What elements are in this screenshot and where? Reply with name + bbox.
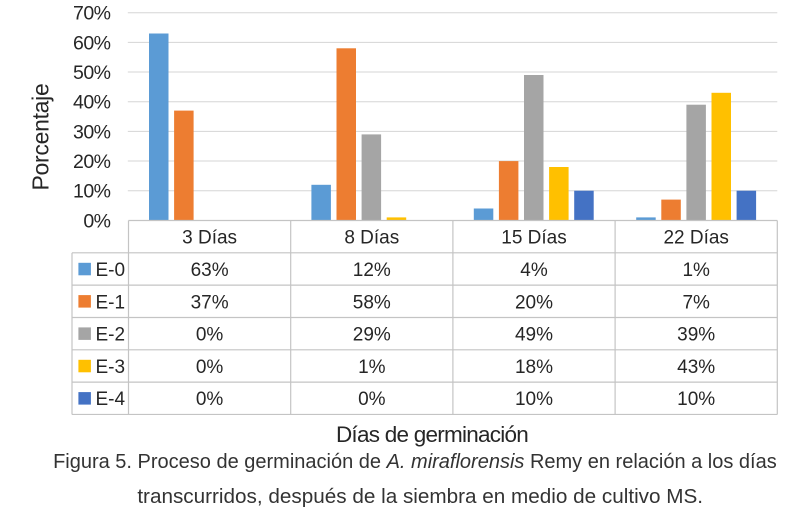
svg-text:1%: 1% [358, 357, 386, 378]
svg-text:40%: 40% [73, 92, 111, 114]
svg-text:7%: 7% [682, 292, 710, 313]
svg-text:18%: 18% [515, 357, 553, 378]
svg-text:4%: 4% [520, 260, 548, 281]
svg-text:63%: 63% [191, 260, 229, 281]
svg-text:Días de germinación: Días de germinación [336, 422, 528, 447]
svg-text:50%: 50% [73, 62, 111, 84]
svg-text:10%: 10% [73, 181, 111, 203]
svg-text:10%: 10% [677, 389, 715, 410]
svg-text:70%: 70% [73, 3, 111, 25]
svg-text:10%: 10% [515, 389, 553, 410]
svg-text:20%: 20% [515, 292, 553, 313]
svg-text:8 Días: 8 Días [344, 228, 399, 249]
svg-text:E-3: E-3 [96, 357, 126, 378]
svg-text:22 Días: 22 Días [663, 228, 728, 249]
svg-text:20%: 20% [73, 151, 111, 173]
svg-text:Porcentaje: Porcentaje [28, 84, 54, 191]
svg-text:transcurridos, después de la s: transcurridos, después de la siembra en … [137, 485, 703, 508]
svg-text:Figura 5. Proceso de germinaci: Figura 5. Proceso de germinación de A. m… [53, 451, 777, 473]
svg-text:0%: 0% [196, 325, 224, 346]
svg-text:E-0: E-0 [96, 260, 126, 281]
svg-text:E-1: E-1 [96, 292, 126, 313]
svg-text:58%: 58% [353, 292, 391, 313]
svg-text:12%: 12% [353, 260, 391, 281]
svg-text:0%: 0% [83, 210, 110, 232]
svg-text:29%: 29% [353, 325, 391, 346]
svg-text:0%: 0% [358, 389, 386, 410]
svg-text:15 Días: 15 Días [501, 228, 566, 249]
svg-text:37%: 37% [191, 292, 229, 313]
svg-text:39%: 39% [677, 325, 715, 346]
svg-text:49%: 49% [515, 325, 553, 346]
svg-text:E-2: E-2 [96, 325, 126, 346]
svg-text:E-4: E-4 [96, 389, 126, 410]
svg-text:43%: 43% [677, 357, 715, 378]
svg-text:0%: 0% [196, 357, 224, 378]
svg-text:1%: 1% [682, 260, 710, 281]
svg-text:0%: 0% [196, 389, 224, 410]
svg-text:3 Días: 3 Días [182, 228, 237, 249]
svg-text:30%: 30% [73, 121, 111, 143]
svg-text:60%: 60% [73, 32, 111, 54]
